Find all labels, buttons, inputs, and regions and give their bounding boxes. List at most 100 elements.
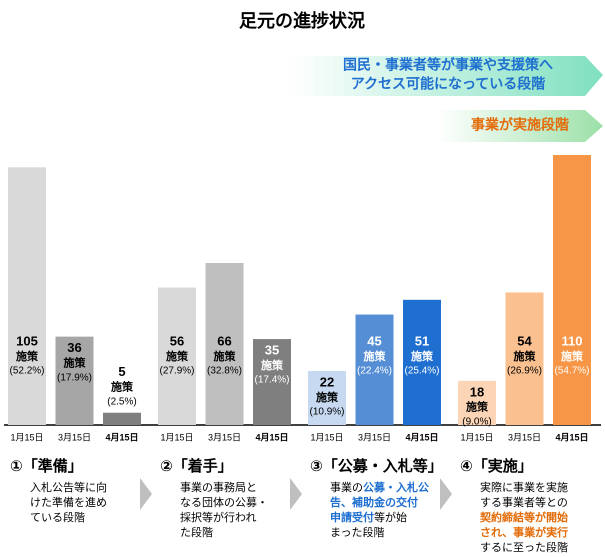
description-segment: 実際に事業を実施 [480, 480, 568, 494]
bar [205, 263, 244, 425]
value-label: 110 [562, 333, 583, 348]
stage-label: アクセス可能になっている段階 [351, 76, 546, 92]
group-description: され、事業が実行 [480, 525, 568, 539]
stage-arrow [290, 56, 603, 96]
description-segment: まった段階 [330, 525, 385, 539]
group-description: けた準備を進め [30, 495, 107, 509]
group-description: する事業者等との [480, 495, 568, 509]
unit-label: 施策 [514, 349, 537, 363]
x-tick-label: 4月15日 [555, 432, 588, 442]
share-label: (10.9%) [309, 407, 344, 418]
group-description: 採択等が行われ [180, 510, 256, 524]
unit-label: 施策 [316, 390, 339, 404]
value-label: 56 [170, 333, 184, 348]
share-label: (17.9%) [57, 372, 92, 383]
bar [8, 167, 46, 426]
description-segment: 採択等が行われ [180, 510, 256, 524]
unit-label: 施策 [64, 356, 87, 370]
description-segment: 契約締結等が開始 [479, 510, 568, 524]
value-label: 105 [16, 333, 38, 348]
x-tick-label: 4月15日 [255, 432, 288, 442]
x-tick-label: 3月15日 [508, 432, 541, 442]
share-label: (9.0%) [462, 416, 491, 427]
group-description: 事業の事務局と [180, 480, 257, 494]
bar [355, 314, 394, 425]
share-label: (26.9%) [507, 366, 542, 377]
share-label: (17.4%) [254, 375, 289, 386]
stage-arrow [438, 110, 603, 142]
x-tick-label: 3月15日 [208, 432, 241, 442]
x-tick-label: 3月15日 [358, 432, 391, 442]
x-tick-label: 1月15日 [10, 432, 43, 442]
x-tick-label: 3月15日 [58, 432, 91, 442]
value-label: 18 [470, 384, 484, 399]
unit-label: 施策 [111, 380, 134, 394]
value-label: 51 [415, 333, 429, 348]
value-label: 66 [217, 333, 231, 348]
group-label: ④「実施」 [460, 457, 533, 475]
group-description: 事業の公募・入札公 [330, 480, 429, 494]
bar [308, 371, 346, 425]
unit-label: 施策 [16, 349, 39, 363]
bar [253, 339, 291, 425]
share-label: (22.4%) [357, 366, 392, 377]
share-label: (25.4%) [404, 366, 439, 377]
value-label: 45 [367, 333, 381, 348]
description-segment: され、事業が実行 [480, 525, 568, 539]
group-description: ている段階 [30, 510, 85, 524]
group-description: まった段階 [330, 525, 385, 539]
description-segment: 入札公告等に向 [30, 480, 107, 494]
value-label: 22 [320, 374, 334, 389]
bar [553, 155, 591, 425]
group-description: するに至った段階 [480, 540, 568, 554]
description-segment: する事業者等との [480, 495, 568, 509]
group-label: ③「公募・入札等」 [310, 457, 443, 475]
description-segment: 公募・入札公 [363, 480, 429, 494]
bar [458, 380, 496, 425]
unit-label: 施策 [261, 358, 284, 372]
value-label: 36 [67, 340, 81, 355]
share-label: (52.2%) [9, 366, 44, 377]
description-segment: なる団体の公募・ [180, 495, 268, 509]
value-label: 5 [118, 364, 125, 379]
bar [403, 299, 441, 425]
description-segment: けた準備を進め [30, 495, 107, 509]
stage-label: 事業が実施段階 [471, 117, 569, 133]
description-segment: た段階 [180, 525, 213, 539]
stage-label: 国民・事業者等が事業や支援策へ [343, 57, 553, 73]
group-description: 告、補助金の交付 [330, 495, 418, 509]
unit-label: 施策 [466, 400, 489, 414]
share-label: (32.8%) [207, 366, 242, 377]
group-description: た段階 [180, 525, 213, 539]
value-label: 35 [265, 343, 279, 358]
x-tick-label: 1月15日 [160, 432, 193, 442]
x-tick-label: 1月15日 [460, 432, 493, 442]
description-segment: ている段階 [30, 510, 85, 524]
unit-label: 施策 [166, 349, 189, 363]
x-tick-label: 4月15日 [405, 432, 438, 442]
bar [55, 336, 94, 425]
description-segment: 事業の [330, 481, 363, 494]
share-label: (2.5%) [107, 396, 136, 407]
description-segment: 告、補助金の交付 [330, 495, 418, 509]
description-segment: 申請受付 [330, 510, 374, 524]
x-tick-label: 4月15日 [105, 432, 138, 442]
bar [158, 287, 196, 425]
group-description: 契約締結等が開始 [479, 510, 568, 524]
unit-label: 施策 [214, 349, 237, 363]
group-description: 申請受付等が始 [330, 510, 407, 524]
bar [103, 412, 141, 425]
bar [505, 292, 544, 425]
value-label: 54 [517, 333, 532, 348]
x-tick-label: 1月15日 [310, 432, 343, 442]
group-description: なる団体の公募・ [180, 495, 268, 509]
group-description: 入札公告等に向 [30, 480, 107, 494]
description-segment: 事業の事務局と [180, 480, 257, 494]
chart-title: 足元の進捗状況 [239, 10, 365, 31]
description-segment: するに至った段階 [480, 540, 568, 554]
group-label: ②「着手」 [160, 457, 233, 475]
unit-label: 施策 [364, 349, 387, 363]
share-label: (54.7%) [554, 366, 589, 377]
description-segment: 等が始 [374, 510, 407, 524]
